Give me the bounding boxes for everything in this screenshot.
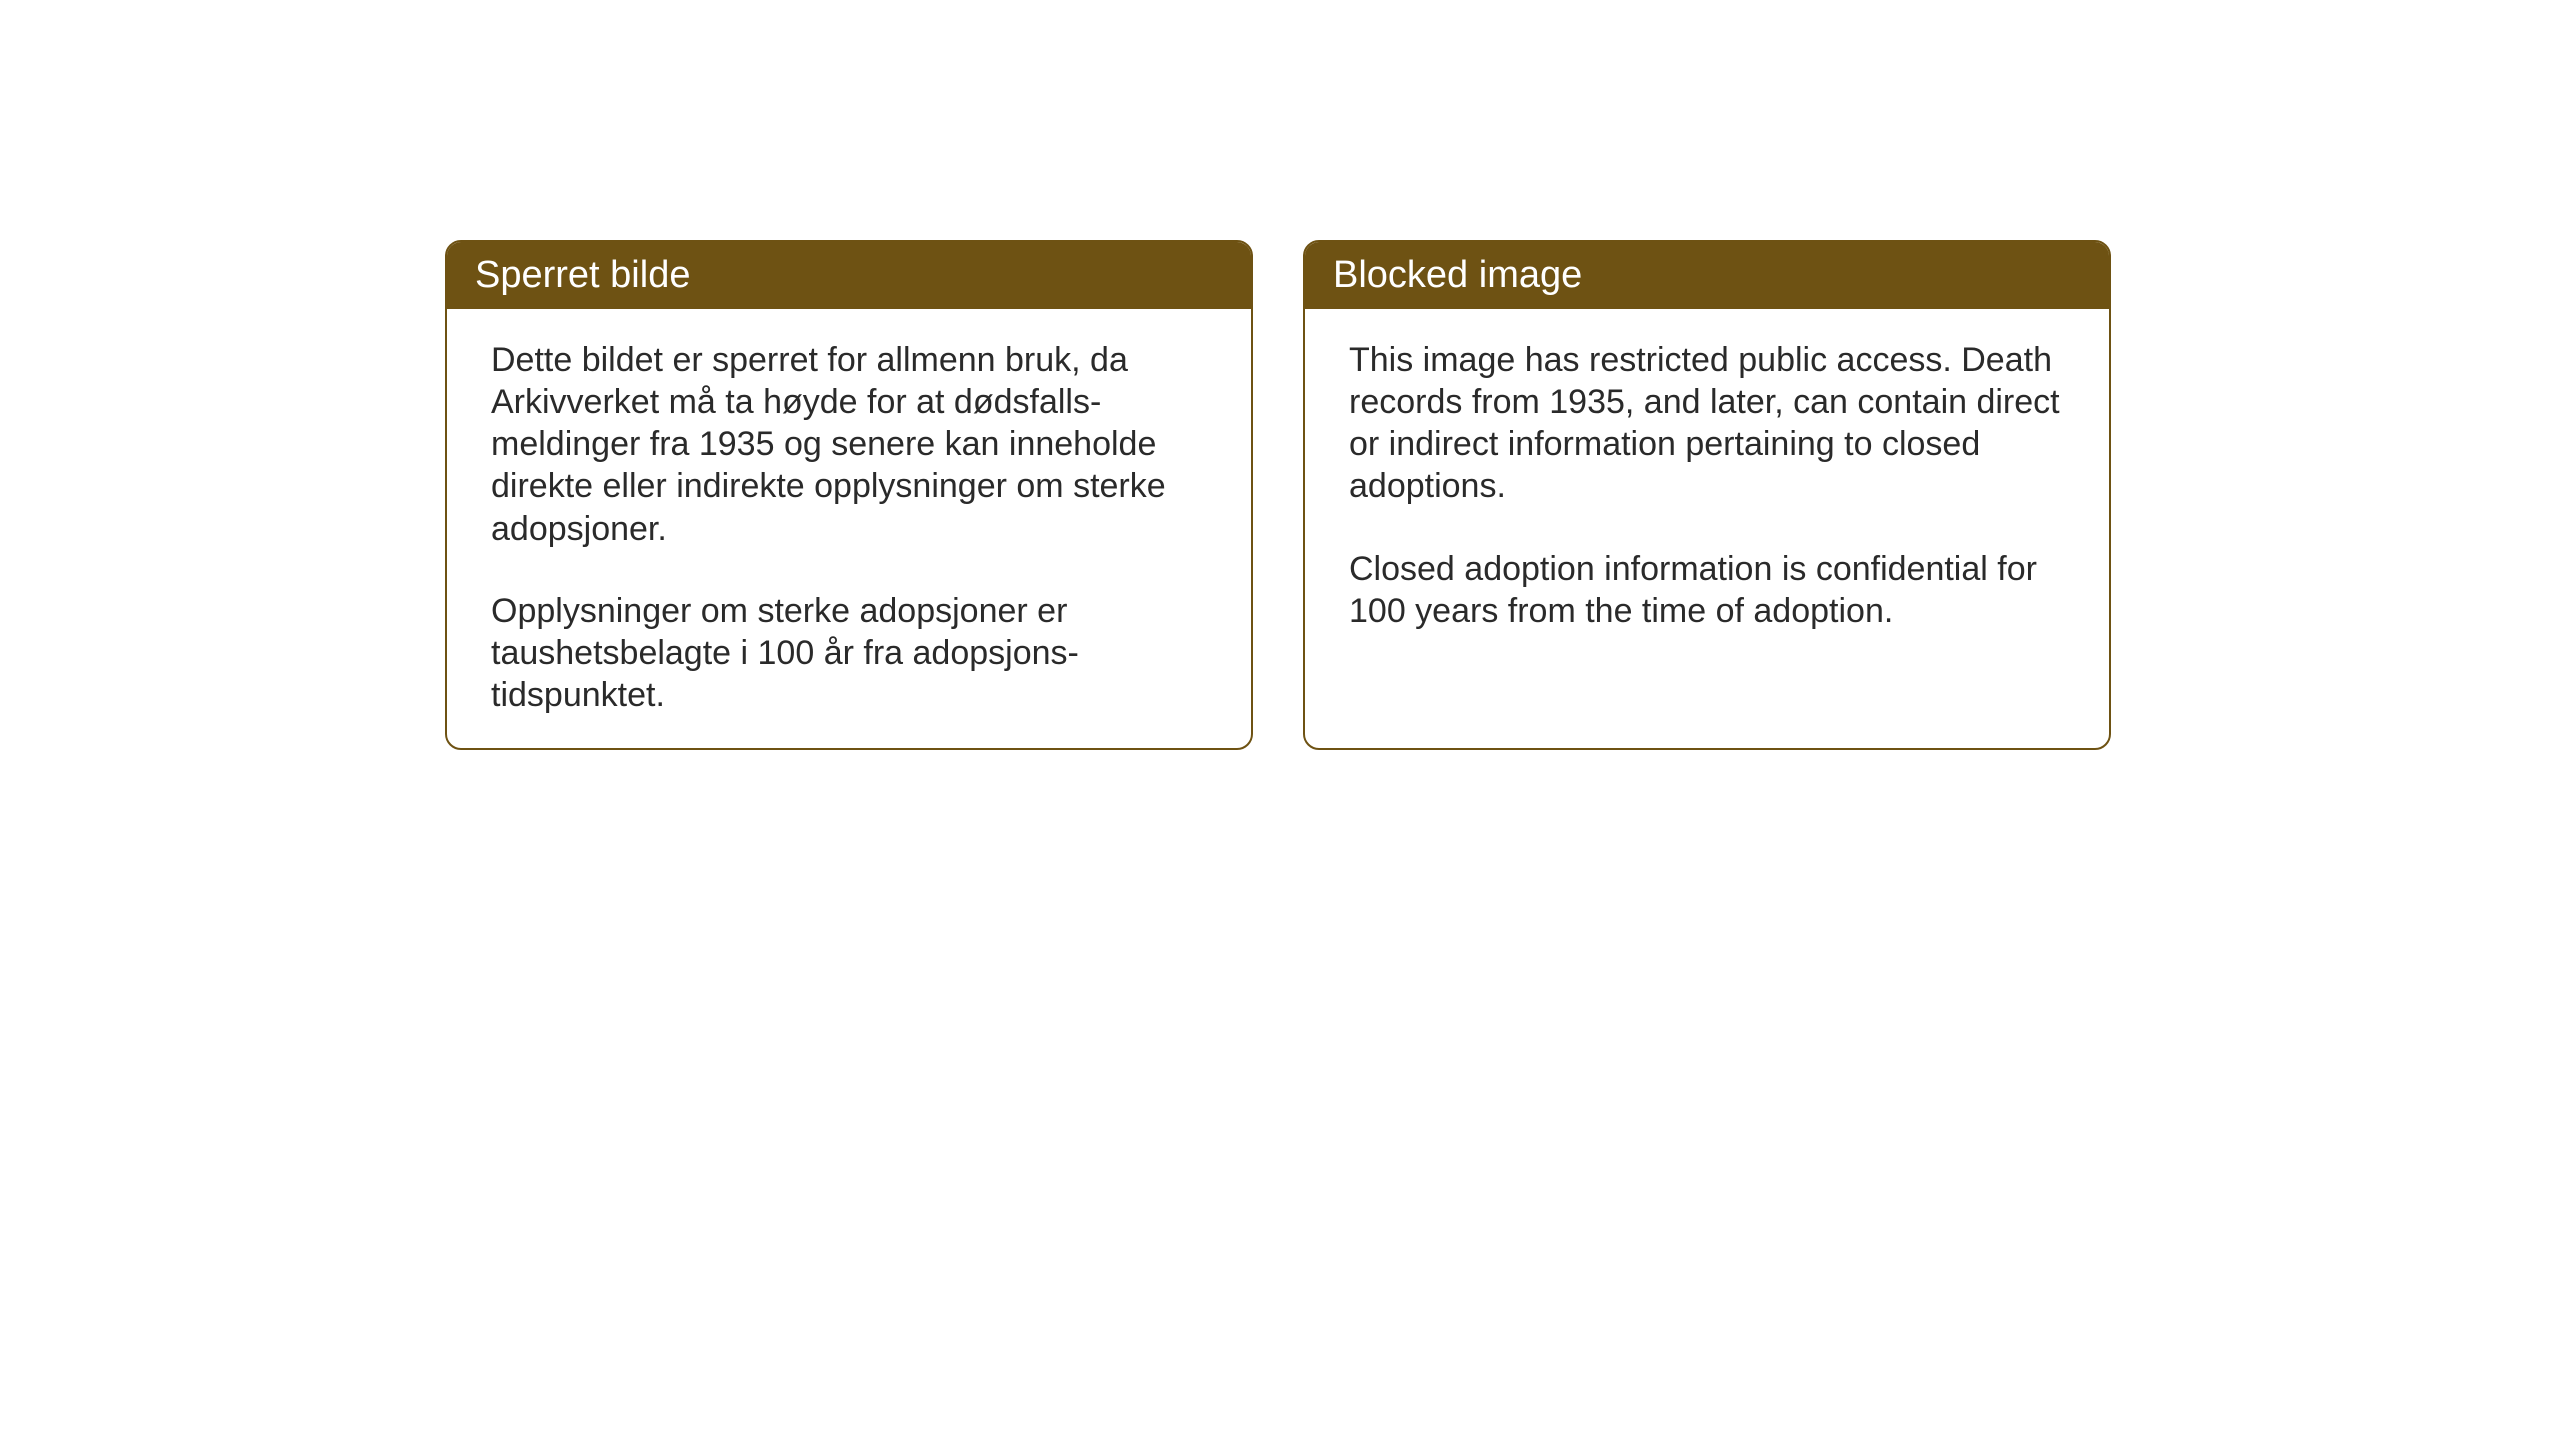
norwegian-paragraph-2: Opplysninger om sterke adopsjoner er tau… <box>491 590 1207 716</box>
norwegian-card-body: Dette bildet er sperret for allmenn bruk… <box>447 309 1251 746</box>
notice-cards-container: Sperret bilde Dette bildet er sperret fo… <box>445 240 2111 750</box>
english-notice-card: Blocked image This image has restricted … <box>1303 240 2111 750</box>
english-paragraph-2: Closed adoption information is confident… <box>1349 548 2065 632</box>
norwegian-notice-card: Sperret bilde Dette bildet er sperret fo… <box>445 240 1253 750</box>
english-card-title: Blocked image <box>1305 242 2109 309</box>
english-paragraph-1: This image has restricted public access.… <box>1349 339 2065 508</box>
english-card-body: This image has restricted public access.… <box>1305 309 2109 662</box>
norwegian-paragraph-1: Dette bildet er sperret for allmenn bruk… <box>491 339 1207 550</box>
norwegian-card-title: Sperret bilde <box>447 242 1251 309</box>
